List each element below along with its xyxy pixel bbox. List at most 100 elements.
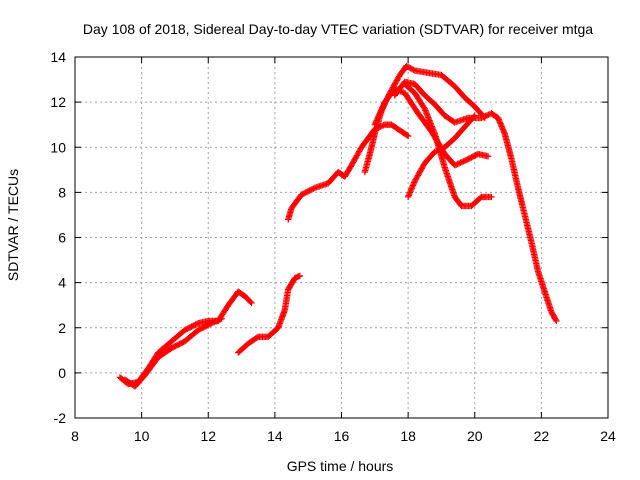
data-point-marker <box>406 189 414 196</box>
y-tick-label: 4 <box>58 275 66 291</box>
data-point-marker <box>379 103 387 110</box>
data-series <box>116 62 560 390</box>
data-point-marker <box>420 104 428 111</box>
data-point-marker <box>212 318 220 325</box>
data-point-marker <box>380 122 387 129</box>
data-point-marker <box>377 108 384 116</box>
data-point-marker <box>374 114 382 121</box>
data-point-marker <box>211 318 218 326</box>
x-tick-label: 14 <box>267 428 283 444</box>
data-point-marker <box>553 317 560 325</box>
x-tick-label: 24 <box>600 428 616 444</box>
data-point-marker <box>409 183 416 191</box>
data-point-marker <box>407 65 414 72</box>
data-point-marker <box>404 132 412 140</box>
data-point-marker <box>500 129 508 136</box>
data-point-marker <box>470 113 477 120</box>
data-point-marker <box>403 62 410 70</box>
data-point-marker <box>408 185 415 192</box>
y-tick-label: 12 <box>50 94 66 110</box>
data-point-marker <box>408 65 416 73</box>
data-point-marker <box>216 316 224 323</box>
data-point-marker <box>478 114 485 122</box>
x-tick-label: 18 <box>400 428 416 444</box>
y-tick-label: 2 <box>58 320 66 336</box>
data-point-marker <box>404 193 412 201</box>
y-tick-label: 0 <box>58 365 66 381</box>
data-point-marker <box>215 316 222 324</box>
data-point-marker <box>483 112 491 119</box>
y-axis-label: SDTVAR / TECUs <box>5 169 21 281</box>
data-point-marker <box>379 104 386 111</box>
data-point-marker <box>372 120 379 127</box>
y-tick-label: 14 <box>50 49 66 65</box>
data-point-marker <box>296 272 304 280</box>
data-point-marker <box>496 119 504 126</box>
data-point-marker <box>499 126 507 133</box>
x-tick-label: 8 <box>71 428 79 444</box>
data-point-marker <box>479 114 487 121</box>
data-point-marker <box>495 116 502 123</box>
data-point-marker <box>372 118 380 126</box>
data-point-marker <box>209 319 217 326</box>
data-point-marker <box>460 158 467 165</box>
data-point-marker <box>410 66 417 73</box>
series-arc9 <box>401 80 495 210</box>
data-point-marker <box>373 117 380 124</box>
data-point-marker <box>218 315 225 322</box>
data-point-marker <box>377 107 385 114</box>
data-point-marker <box>494 114 502 122</box>
data-point-marker <box>380 101 387 109</box>
chart-title: Day 108 of 2018, Sidereal Day-to-day VTE… <box>83 21 593 37</box>
data-point-marker <box>207 320 214 328</box>
data-point-marker <box>404 63 412 70</box>
data-point-marker <box>410 179 418 186</box>
data-point-marker <box>403 132 411 139</box>
data-point-marker <box>481 113 488 120</box>
data-point-marker <box>374 115 381 123</box>
series-arc2 <box>121 315 225 390</box>
data-point-marker <box>496 117 503 124</box>
data-point-marker <box>407 186 415 193</box>
series-arc7 <box>391 78 560 325</box>
x-axis-label: GPS time / hours <box>287 458 394 474</box>
data-point-marker <box>455 160 463 167</box>
data-point-marker <box>193 320 201 328</box>
data-point-marker <box>482 112 489 120</box>
x-tick-label: 16 <box>334 428 350 444</box>
data-point-marker <box>407 187 414 195</box>
data-point-marker <box>214 317 221 324</box>
data-point-marker <box>454 160 461 168</box>
data-point-marker <box>310 185 317 192</box>
data-point-marker <box>247 298 254 306</box>
series-arc3 <box>235 272 304 356</box>
data-point-marker <box>497 120 504 127</box>
y-tick-label: 10 <box>50 139 66 155</box>
x-tick-label: 10 <box>134 428 150 444</box>
data-point-marker <box>410 180 417 188</box>
data-point-marker <box>488 193 495 201</box>
y-tick-label: 6 <box>58 230 66 246</box>
data-point-marker <box>248 299 255 307</box>
data-point-marker <box>484 153 492 160</box>
x-tick-label: 22 <box>534 428 550 444</box>
series-arc4 <box>285 121 412 223</box>
data-point-marker <box>375 111 383 119</box>
x-tick-label: 12 <box>200 428 216 444</box>
data-point-marker <box>208 320 215 327</box>
data-point-marker <box>375 113 382 120</box>
data-point-marker <box>458 158 466 166</box>
data-point-marker <box>378 105 385 113</box>
y-tick-label: -2 <box>54 410 67 426</box>
data-point-marker <box>497 121 505 129</box>
data-point-marker <box>406 190 413 198</box>
data-point-marker <box>405 192 412 199</box>
data-point-marker <box>409 182 417 189</box>
data-point-marker <box>371 121 379 128</box>
data-point-marker <box>498 123 505 130</box>
data-point-marker <box>552 316 559 323</box>
data-point-marker <box>451 162 458 169</box>
x-tick-label: 20 <box>467 428 483 444</box>
